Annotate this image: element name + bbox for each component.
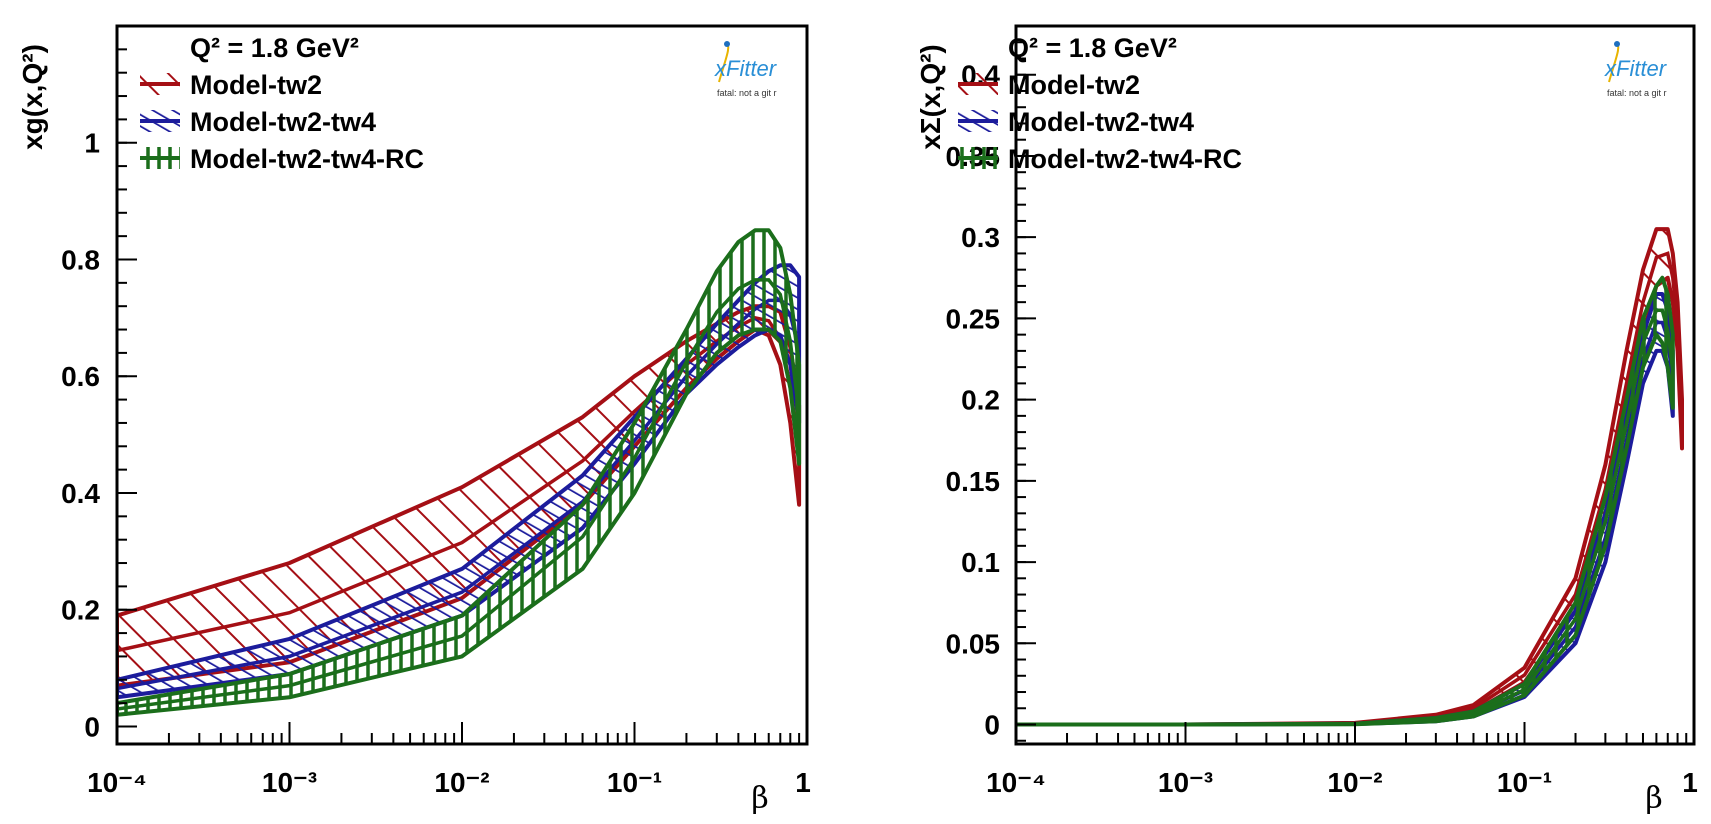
band-model-tw2 (1016, 227, 1684, 727)
legend-left: Q² = 1.8 GeV² Model-tw2 Model-tw2-tw4 Model… (140, 33, 424, 174)
y-tick-label: 0.4 (61, 478, 100, 509)
legend-entry: Model-tw2-tw4-RC (140, 144, 424, 174)
y-tick-label: 0 (84, 711, 100, 742)
legend-entry: Model-tw2-tw4 (140, 107, 376, 137)
logo-name: xFitter (714, 56, 778, 81)
central-line-model-tw2-tw4-rc (117, 278, 801, 711)
panel-left: 10⁻⁴ 10⁻³ 10⁻² 10⁻¹ 1 0 0.2 0.4 0.6 0.8 1 xg(x,Q²)… (17, 24, 811, 816)
legend-label: Model-tw2-tw4 (1008, 107, 1194, 137)
x-tick-label: 10⁻⁴ (986, 767, 1046, 798)
x-tick-label: 1 (1682, 767, 1698, 798)
logo-dot-icon (724, 41, 730, 47)
y-tick-label: 0.2 (61, 595, 100, 626)
ticks-left: 10⁻⁴ 10⁻³ 10⁻² 10⁻¹ 1 0 0.2 0.4 0.6 0.8 1 (61, 48, 811, 798)
band-model-tw2-tw4 (1016, 292, 1675, 727)
logo-mark: xFitter fatal: not a git r (1604, 41, 1668, 98)
x-axis-title-right: β (1645, 781, 1662, 816)
logo-dot-icon (1614, 41, 1620, 47)
x-tick-label: 10⁻¹ (607, 767, 662, 798)
legend-entry: Model-tw2-tw4-RC (958, 144, 1242, 174)
legend-label: Model-tw2 (190, 70, 322, 100)
legend-title: Q² = 1.8 GeV² (190, 33, 359, 63)
panel-right: 10⁻⁴10⁻³10⁻²10⁻¹100.050.10.150.20.250.30… (915, 24, 1698, 816)
band-model-tw2-tw4-rc (1016, 275, 1675, 727)
legend-right: Q² = 1.8 GeV² Model-tw2 Model-tw2-tw4 Model… (958, 33, 1242, 174)
y-tick-label: 0.2 (961, 385, 1000, 416)
y-tick-label: 0.6 (61, 361, 100, 392)
central-line-model-tw2-tw4-rc (1016, 308, 1675, 727)
x-tick-label: 10⁻² (1327, 767, 1382, 798)
bands-right (1016, 227, 1684, 727)
legend-label: Model-tw2-tw4 (190, 107, 376, 137)
central-line-model-tw2-tw4 (1016, 320, 1675, 727)
y-tick-label: 0.15 (946, 466, 1001, 497)
x-tick-label: 10⁻² (434, 767, 489, 798)
xfitter-logo-left: xFitter fatal: not a git r (714, 41, 778, 98)
xfitter-logo-right: xFitter fatal: not a git r (1604, 41, 1668, 98)
y-tick-label: 0 (984, 710, 1000, 741)
y-tick-label: 1 (84, 128, 100, 159)
y-tick-label: 0.05 (946, 628, 1001, 659)
legend-entry: Model-tw2 (958, 70, 1140, 100)
logo-subtitle: fatal: not a git r (717, 88, 777, 98)
legend-entry: Model-tw2-tw4 (958, 107, 1194, 137)
bands-left (117, 228, 802, 717)
legend-label: Model-tw2-tw4-RC (190, 144, 424, 174)
logo-subtitle: fatal: not a git r (1607, 88, 1667, 98)
central-line-model-tw2 (1016, 251, 1684, 727)
y-tick-label: 0.3 (961, 222, 1000, 253)
x-tick-label: 10⁻⁴ (87, 767, 147, 798)
y-tick-label: 0.25 (946, 303, 1001, 334)
legend-label: Model-tw2 (1008, 70, 1140, 100)
x-tick-label: 10⁻¹ (1497, 767, 1552, 798)
legend-label: Model-tw2-tw4-RC (1008, 144, 1242, 174)
y-axis-title-right: xΣ(x,Q²) (915, 44, 946, 149)
x-tick-label: 1 (795, 767, 811, 798)
legend-entry: Model-tw2 (140, 70, 322, 100)
y-tick-label: 0.1 (961, 547, 1000, 578)
x-tick-label: 10⁻³ (262, 767, 317, 798)
x-axis-title-left: β (751, 781, 768, 816)
logo-name: xFitter (1604, 56, 1668, 81)
y-axis-title-left: xg(x,Q²) (17, 44, 48, 150)
logo-mark: xFitter fatal: not a git r (714, 41, 778, 98)
x-tick-label: 10⁻³ (1158, 767, 1213, 798)
y-tick-label: 0.8 (61, 244, 100, 275)
band-model-tw2-tw4-rc (117, 228, 802, 717)
legend-title: Q² = 1.8 GeV² (1008, 33, 1177, 63)
